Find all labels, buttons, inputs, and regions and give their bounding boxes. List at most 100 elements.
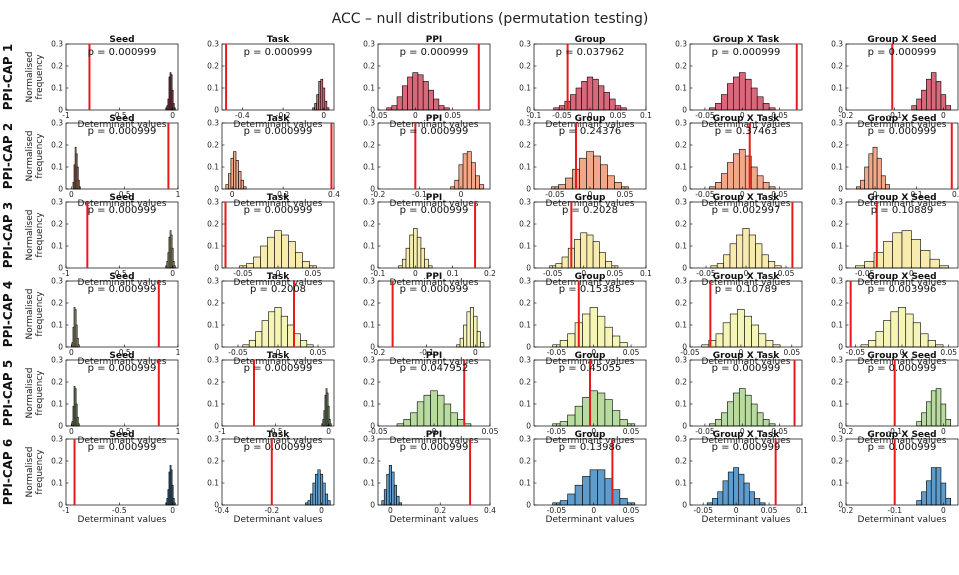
- y-tick-label: 0.2: [675, 457, 687, 466]
- y-tick-label: 0.3: [363, 40, 375, 49]
- y-tick-label: 0.3: [51, 277, 63, 286]
- y-tick-label: 0.1: [363, 84, 375, 93]
- histogram-bar: [748, 491, 755, 506]
- y-tick-label: 0.2: [51, 62, 63, 71]
- histogram-bar: [875, 331, 884, 348]
- x-tick-label: 0.5: [119, 348, 131, 357]
- x-axis-label: Determinant values: [78, 436, 167, 446]
- y-tick-label: 0.3: [519, 277, 531, 286]
- histogram-bar: [864, 261, 875, 269]
- histogram-bar: [926, 480, 932, 506]
- histogram-bar: [391, 471, 395, 506]
- y-tick-label: 0.2: [675, 378, 687, 387]
- axes-frame: [221, 438, 335, 506]
- histogram-bar: [403, 419, 411, 427]
- histogram-bar: [716, 263, 724, 269]
- histogram-bar: [295, 252, 303, 269]
- histogram-bar: [322, 482, 326, 506]
- x-axis-label: Determinant values: [858, 436, 947, 446]
- x-tick-label: 0: [432, 427, 437, 436]
- x-tick-label: 0: [230, 190, 235, 199]
- p-value-label: p = 0.000999: [88, 126, 157, 137]
- histogram-bar: [592, 78, 599, 111]
- y-tick-label: 0.3: [831, 277, 843, 286]
- y-tick-label: 0.2: [51, 457, 63, 466]
- histogram-bar: [312, 482, 316, 506]
- y-tick-label: 0: [58, 106, 63, 115]
- histogram-bar: [322, 87, 326, 111]
- x-tick-label: -1: [62, 111, 70, 120]
- x-axis-label: Determinant values: [234, 436, 323, 446]
- y-tick-label: 0.3: [363, 198, 375, 207]
- y-tick-label: 0: [58, 343, 63, 352]
- x-tick-label: -0.05: [695, 190, 715, 199]
- y-axis-label: Normalisedfrequency: [25, 367, 45, 418]
- p-value-label: p = 0.047952: [400, 363, 469, 374]
- histogram-bar: [324, 100, 328, 111]
- x-tick-label: -0.05: [547, 506, 567, 515]
- y-tick-label: 0.1: [831, 321, 843, 330]
- y-tick-label: 0.1: [519, 400, 531, 409]
- y-tick-label: 0: [526, 264, 531, 273]
- y-tick-label: 0.2: [519, 299, 531, 308]
- histogram-bar: [762, 419, 770, 427]
- y-tick-label: 0.1: [831, 479, 843, 488]
- histogram-bar: [589, 307, 598, 348]
- histogram-bar: [253, 256, 261, 269]
- y-tick-label: 0.3: [519, 119, 531, 128]
- histogram-bar: [892, 232, 903, 269]
- axes-frame: [377, 438, 491, 506]
- y-tick-label: 0.1: [831, 400, 843, 409]
- axes-frame: [221, 359, 335, 427]
- x-tick-label: 0.05: [778, 269, 795, 278]
- x-tick-label: 0: [459, 190, 464, 199]
- y-tick-label: 0.3: [675, 119, 687, 128]
- histogram-bar: [240, 179, 244, 190]
- x-tick-label: -0.2: [371, 190, 386, 199]
- p-value-label: p = 0.2008: [250, 284, 306, 295]
- x-tick-label: 0: [873, 190, 878, 199]
- histogram-bar: [386, 473, 390, 506]
- histogram-bar: [475, 175, 480, 190]
- y-tick-label: 0.2: [831, 220, 843, 229]
- histogram-bar: [868, 340, 877, 348]
- histogram-bar: [288, 241, 296, 269]
- axes-frame: [689, 122, 803, 190]
- histogram-bar: [261, 320, 269, 348]
- p-value-label: p = 0.000999: [712, 47, 781, 58]
- histogram-bar: [721, 412, 728, 427]
- x-tick-label: 0.1: [911, 190, 923, 199]
- histogram-bar: [555, 263, 563, 269]
- axes-frame: [65, 359, 179, 427]
- histogram-bar: [921, 491, 927, 506]
- histogram-bar: [736, 234, 744, 269]
- panel-title: PPI: [426, 35, 443, 45]
- histogram-bar: [574, 484, 583, 506]
- histogram-bar: [561, 256, 569, 269]
- axes-frame: [65, 280, 179, 348]
- histogram-bar: [582, 397, 591, 427]
- y-tick-label: 0.3: [363, 277, 375, 286]
- y-tick-label: 0.2: [675, 141, 687, 150]
- y-tick-label: 0.3: [51, 119, 63, 128]
- x-axis-label: Determinant values: [78, 278, 167, 288]
- y-tick-label: 0: [214, 185, 219, 194]
- histogram-bar: [750, 403, 758, 427]
- histogram-bar: [586, 234, 594, 269]
- y-tick-label: 0.2: [207, 457, 219, 466]
- histogram-bar: [930, 467, 937, 506]
- panel-title: Task: [267, 35, 290, 45]
- histogram-bar: [762, 103, 770, 111]
- histogram-bar: [897, 307, 907, 348]
- x-tick-label: 0.05: [482, 427, 499, 436]
- histogram-bar: [454, 179, 460, 190]
- histogram-bar: [416, 401, 425, 427]
- y-tick-label: 0.1: [207, 242, 219, 251]
- y-tick-label: 0.2: [519, 378, 531, 387]
